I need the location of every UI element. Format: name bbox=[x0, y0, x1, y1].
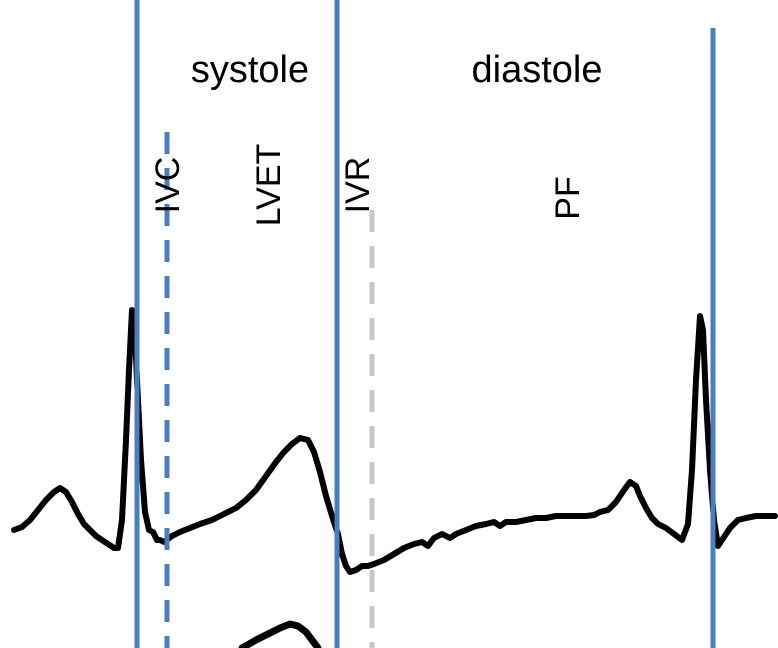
ivc-label: IVC bbox=[149, 157, 187, 214]
diastole-label: diastole bbox=[472, 49, 603, 91]
pf-label: PF bbox=[549, 176, 587, 219]
systole-label: systole bbox=[191, 49, 309, 91]
ecg-trace-lower-fragment bbox=[238, 620, 322, 648]
lvet-label: LVET bbox=[250, 144, 288, 227]
ivr-label: IVR bbox=[339, 157, 377, 214]
ecg-trace bbox=[11, 307, 778, 575]
